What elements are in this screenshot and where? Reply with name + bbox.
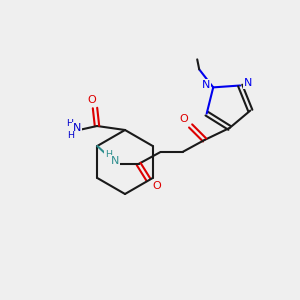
Text: N: N (202, 80, 210, 90)
Text: H: H (67, 118, 73, 127)
Text: N: N (110, 156, 119, 166)
Text: N: N (244, 79, 252, 88)
Text: N: N (73, 123, 81, 133)
Text: H: H (105, 150, 112, 159)
Text: O: O (88, 95, 96, 105)
Text: O: O (179, 114, 188, 124)
Text: H: H (68, 131, 74, 140)
Text: O: O (152, 181, 161, 191)
